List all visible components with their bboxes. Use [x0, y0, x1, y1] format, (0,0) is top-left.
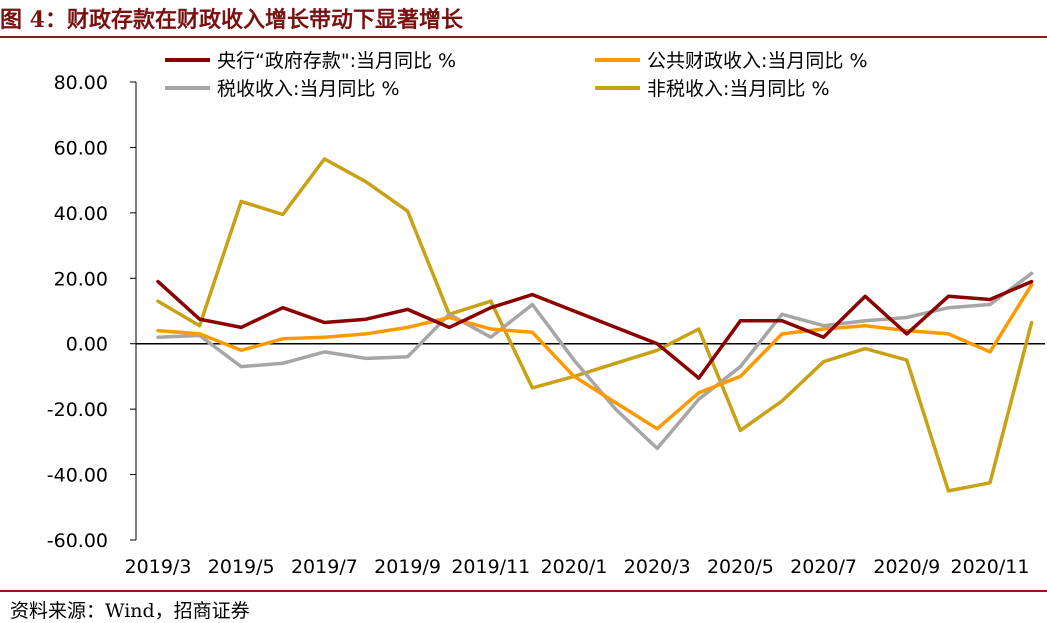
legend-label-0: 央行“政府存款":当月同比 % — [217, 50, 456, 72]
y-tick-label: 60.00 — [54, 137, 108, 159]
series-line-2 — [156, 271, 1034, 451]
source-rule — [0, 590, 1047, 592]
x-tick-label: 2019/11 — [451, 556, 530, 578]
y-tick-label: 40.00 — [54, 203, 108, 225]
line-chart: 80.00 60.00 40.00 20.00 0.00 -20.00 -40.00 -60.… — [47, 50, 1045, 578]
series-line-0 — [156, 279, 1034, 380]
y-tick-label: -20.00 — [47, 399, 108, 421]
source-note: 资料来源：Wind，招商证券 — [10, 600, 250, 622]
legend-label-1: 公共财政收入:当月同比 % — [647, 50, 868, 72]
x-tick-label: 2020/11 — [951, 556, 1030, 578]
x-tick-label: 2020/7 — [790, 556, 857, 578]
x-tick-label: 2020/1 — [541, 556, 608, 578]
x-tick-label: 2020/9 — [873, 556, 940, 578]
series-line-1 — [156, 283, 1034, 431]
series-line-3 — [156, 157, 1034, 493]
figure-title: 图 4：财政存款在财政收入增长带动下显著增长 — [0, 7, 463, 33]
x-tick-label: 2019/3 — [125, 556, 192, 578]
x-tick-label: 2019/9 — [374, 556, 441, 578]
y-tick-label: 20.00 — [54, 268, 108, 290]
y-tick-label: -40.00 — [47, 465, 108, 487]
legend-label-2: 税收收入:当月同比 % — [217, 78, 400, 100]
x-tick-label: 2019/7 — [291, 556, 358, 578]
x-tick-label: 2019/5 — [208, 556, 275, 578]
legend-label-3: 非税收入:当月同比 % — [647, 78, 830, 100]
x-tick-label: 2020/3 — [624, 556, 691, 578]
y-tick-label: 0.00 — [66, 334, 108, 356]
y-tick-label: -60.00 — [47, 530, 108, 552]
y-tick-label: 80.00 — [54, 72, 108, 94]
x-tick-label: 2020/5 — [707, 556, 774, 578]
title-rule — [0, 36, 1047, 38]
